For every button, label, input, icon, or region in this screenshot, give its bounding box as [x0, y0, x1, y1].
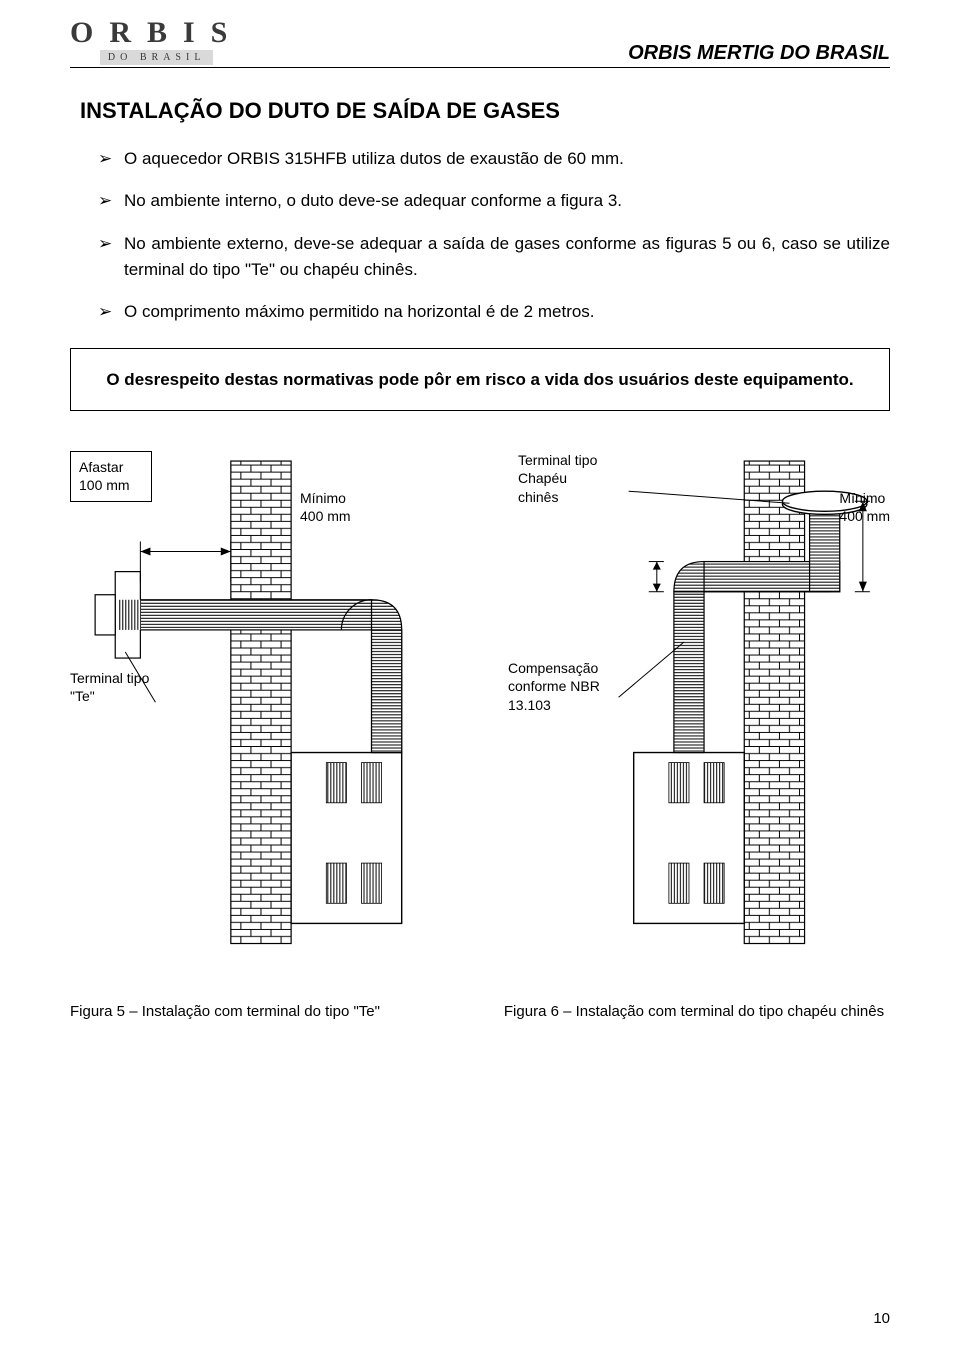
bullet-item: No ambiente externo, deve-se adequar a s…: [98, 231, 890, 284]
page-header: ORBIS DO BRASIL ORBIS MERTIG DO BRASIL: [70, 18, 890, 68]
bullet-item: O aquecedor ORBIS 315HFB utiliza dutos d…: [98, 146, 890, 172]
label-terminal-chapeu: Terminal tipo Chapéu chinês: [518, 451, 597, 506]
label-minimo-left-text: Mínimo 400 mm: [300, 490, 351, 524]
label-afastar: Afastar 100 mm: [70, 451, 152, 501]
logo: ORBIS DO BRASIL: [70, 18, 243, 65]
label-terminal-te-text: Terminal tipo "Te": [70, 670, 149, 704]
diagrams-row: Afastar 100 mm Mínimo 400 mm Terminal ti…: [70, 451, 890, 959]
diagram-left: Afastar 100 mm Mínimo 400 mm Terminal ti…: [70, 451, 462, 959]
label-compensacao: Compensação conforme NBR 13.103: [508, 659, 600, 714]
page-number: 10: [873, 1310, 890, 1327]
bullet-item: No ambiente interno, o duto deve-se adeq…: [98, 188, 890, 214]
logo-main-text: ORBIS: [70, 18, 243, 48]
label-terminal-chapeu-text: Terminal tipo Chapéu chinês: [518, 452, 597, 504]
label-terminal-te: Terminal tipo "Te": [70, 669, 149, 705]
section-title: INSTALAÇÃO DO DUTO DE SAÍDA DE GASES: [80, 98, 890, 124]
label-minimo-right-text: Mínimo 400 mm: [839, 490, 890, 524]
captions-row: Figura 5 – Instalação com terminal do ti…: [70, 969, 890, 1020]
bullet-list: O aquecedor ORBIS 315HFB utiliza dutos d…: [98, 146, 890, 326]
label-compensacao-text: Compensação conforme NBR 13.103: [508, 660, 600, 712]
warning-box: O desrespeito destas normativas pode pôr…: [70, 348, 890, 412]
label-minimo-right: Mínimo 400 mm: [839, 489, 890, 525]
caption-left: Figura 5 – Instalação com terminal do ti…: [70, 1003, 462, 1020]
label-afastar-text: Afastar 100 mm: [79, 459, 130, 493]
label-minimo-left: Mínimo 400 mm: [300, 489, 351, 525]
logo-sub-text: DO BRASIL: [100, 50, 214, 65]
bullet-item: O comprimento máximo permitido na horizo…: [98, 299, 890, 325]
caption-right: Figura 6 – Instalação com terminal do ti…: [498, 1003, 890, 1020]
diagram-right: Terminal tipo Chapéu chinês Mínimo 400 m…: [498, 451, 890, 959]
header-brand: ORBIS MERTIG DO BRASIL: [628, 42, 890, 65]
